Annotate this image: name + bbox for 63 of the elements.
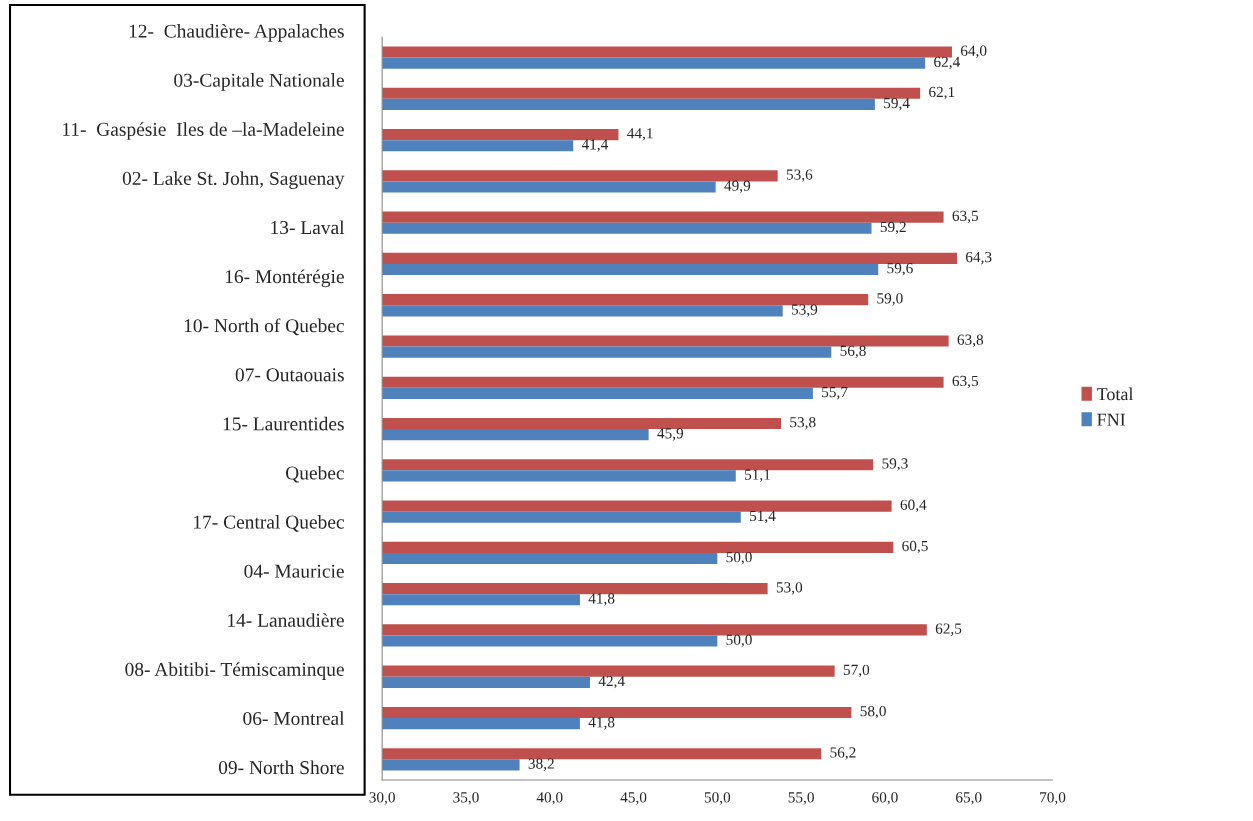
text: Quebec <box>285 465 344 483</box>
data-label: 59,4 <box>884 97 910 111</box>
data-label: 42,4 <box>598 675 625 689</box>
data-label: 44,1 <box>627 128 653 141</box>
data-label: 59,2 <box>880 221 906 235</box>
data-label: 41,4 <box>581 139 609 152</box>
text: 02- Lake St. John, Saguenay <box>122 171 345 189</box>
data-label: 45,9 <box>657 428 684 441</box>
text: 11- Gaspésie Iles de –la-Madeleine <box>63 122 344 140</box>
x-tick-label: 30,0 <box>369 792 395 805</box>
text: 06- Montreal <box>243 711 345 726</box>
text: 10- North of Quebec <box>184 318 344 336</box>
data-label: 53,6 <box>786 169 813 182</box>
x-tick-label: 55,0 <box>788 792 814 805</box>
data-label: 63,8 <box>957 334 984 347</box>
x-tick-label: 70,0 <box>1040 792 1066 805</box>
data-label: 62,4 <box>934 56 960 70</box>
data-label: 59,3 <box>882 458 908 471</box>
x-tick-label: 50,0 <box>704 792 731 805</box>
text: 17- Central Quebec <box>194 514 344 532</box>
data-label: 50,0 <box>726 634 752 648</box>
data-label: 58,0 <box>860 705 886 719</box>
data-label: 38,2 <box>528 758 554 771</box>
data-label: 60,4 <box>900 499 927 513</box>
data-label: 59,0 <box>877 293 903 306</box>
text: 16- Montérégie <box>225 269 344 288</box>
data-label: 51,1 <box>745 469 770 482</box>
x-tick-label: 40,0 <box>536 792 563 805</box>
data-label: 64,3 <box>965 251 992 265</box>
x-tick-label: 35,0 <box>453 792 479 805</box>
data-label: 57,0 <box>843 664 870 678</box>
data-label: 64,0 <box>960 45 987 59</box>
data-label: 56,2 <box>830 747 856 760</box>
legend-label: Total <box>1096 387 1134 401</box>
data-label: 49,9 <box>724 180 751 194</box>
text: 08- Abitibi- Témiscaminque <box>125 662 344 680</box>
data-label: 55,7 <box>822 387 848 400</box>
data-label: 51,4 <box>750 510 776 524</box>
data-label: 59,6 <box>887 263 913 276</box>
data-label: 62,1 <box>929 86 955 100</box>
data-label: 63,5 <box>952 375 979 389</box>
data-label: 53,9 <box>791 304 818 317</box>
text: 04- Mauricie <box>244 564 344 578</box>
text: 07- Outaouais <box>235 368 344 382</box>
data-label: 41,8 <box>588 717 615 730</box>
text: 13- Laval <box>271 220 345 235</box>
x-tick-label: 60,0 <box>872 792 898 805</box>
x-tick-label: 65,0 <box>956 792 982 805</box>
text: 14- Lanaudière <box>228 613 344 627</box>
data-label: 50,0 <box>726 552 752 565</box>
data-label: 53,8 <box>790 417 816 430</box>
legend-label: FNI <box>1097 413 1126 426</box>
data-label: 41,8 <box>588 593 615 606</box>
data-label: 63,5 <box>952 210 979 224</box>
data-label: 53,0 <box>776 582 803 595</box>
text: 15- Laurentides <box>223 416 344 431</box>
text: 03-Capitale Nationale <box>174 73 344 91</box>
text: 09- North Shore <box>218 760 344 775</box>
x-tick-label: 45,0 <box>620 792 647 805</box>
text: 12- Chaudière- Appalaches <box>129 24 344 42</box>
data-label: 60,5 <box>902 540 928 554</box>
data-label: 56,8 <box>840 345 866 359</box>
data-label: 62,5 <box>935 623 962 636</box>
